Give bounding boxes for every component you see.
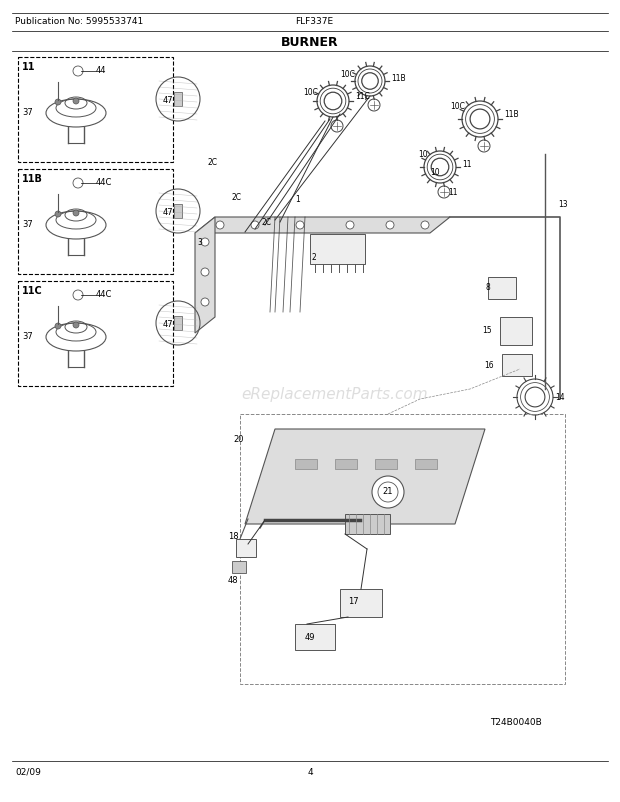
Text: 11: 11 xyxy=(22,62,35,72)
Bar xyxy=(502,354,532,376)
Text: FLF337E: FLF337E xyxy=(295,17,333,26)
Bar xyxy=(340,589,382,618)
Text: 44: 44 xyxy=(96,66,107,75)
Text: 47: 47 xyxy=(163,208,174,217)
Text: 2C: 2C xyxy=(207,158,217,167)
Bar xyxy=(375,460,397,469)
Circle shape xyxy=(346,221,354,229)
Text: 8: 8 xyxy=(485,282,490,292)
Text: 11C: 11C xyxy=(22,286,43,296)
Text: 2C: 2C xyxy=(232,192,242,202)
Bar xyxy=(236,539,256,557)
Text: Publication No: 5995533741: Publication No: 5995533741 xyxy=(15,17,143,26)
Circle shape xyxy=(386,221,394,229)
Text: 1: 1 xyxy=(295,195,299,204)
Text: 47: 47 xyxy=(163,320,174,329)
Circle shape xyxy=(73,211,79,217)
Text: eReplacementParts.com: eReplacementParts.com xyxy=(242,387,428,402)
Text: 47: 47 xyxy=(163,96,174,105)
Text: 21: 21 xyxy=(382,486,392,496)
Circle shape xyxy=(201,269,209,277)
Text: 10: 10 xyxy=(418,150,428,159)
Text: 11B: 11B xyxy=(391,74,405,83)
Bar xyxy=(240,415,565,684)
Text: 20: 20 xyxy=(233,435,244,444)
Text: 14: 14 xyxy=(555,392,565,402)
Text: 10C: 10C xyxy=(303,88,318,97)
Polygon shape xyxy=(195,217,215,334)
Text: 44C: 44C xyxy=(96,178,112,187)
Text: BURNER: BURNER xyxy=(281,36,339,49)
Text: 16: 16 xyxy=(484,361,494,370)
Text: 37: 37 xyxy=(22,331,33,341)
Polygon shape xyxy=(195,217,450,233)
Bar xyxy=(335,460,357,469)
Text: 18: 18 xyxy=(228,532,239,541)
Bar xyxy=(488,277,516,300)
Bar xyxy=(18,170,173,274)
Text: 3: 3 xyxy=(197,237,202,247)
Text: 48: 48 xyxy=(228,575,239,585)
Circle shape xyxy=(216,221,224,229)
Circle shape xyxy=(201,239,209,247)
Text: 37: 37 xyxy=(22,220,33,229)
Bar xyxy=(174,317,182,330)
Polygon shape xyxy=(245,429,485,525)
Text: 4: 4 xyxy=(307,767,313,776)
Bar xyxy=(18,282,173,387)
Bar xyxy=(295,460,317,469)
Circle shape xyxy=(55,323,61,330)
Text: 11: 11 xyxy=(448,188,458,196)
Circle shape xyxy=(372,476,404,508)
Text: 10: 10 xyxy=(430,168,440,176)
Text: 44C: 44C xyxy=(96,290,112,298)
Bar xyxy=(345,514,390,534)
Circle shape xyxy=(73,322,79,329)
Bar xyxy=(500,318,532,346)
Text: 49: 49 xyxy=(305,632,316,642)
Bar xyxy=(232,561,246,573)
Text: 37: 37 xyxy=(22,107,33,117)
Circle shape xyxy=(73,99,79,105)
Circle shape xyxy=(251,221,259,229)
Circle shape xyxy=(421,221,429,229)
Text: 11: 11 xyxy=(462,160,471,168)
Text: 15: 15 xyxy=(482,326,492,334)
Text: 2C: 2C xyxy=(262,217,272,227)
Text: 10C: 10C xyxy=(340,70,355,79)
Circle shape xyxy=(55,100,61,106)
Text: 11C: 11C xyxy=(355,92,370,101)
Text: 2: 2 xyxy=(312,253,317,261)
Text: 02/09: 02/09 xyxy=(15,767,41,776)
Circle shape xyxy=(296,221,304,229)
Bar xyxy=(174,93,182,107)
Text: 17: 17 xyxy=(348,596,358,606)
Bar xyxy=(415,460,437,469)
Text: 11B: 11B xyxy=(22,174,43,184)
Circle shape xyxy=(55,212,61,217)
Text: 10C: 10C xyxy=(450,102,465,111)
Bar xyxy=(295,624,335,650)
Text: T24B0040B: T24B0040B xyxy=(490,717,542,726)
Bar xyxy=(18,58,173,163)
Text: 11B: 11B xyxy=(504,110,518,119)
Circle shape xyxy=(201,298,209,306)
Bar xyxy=(310,235,365,265)
Text: 13: 13 xyxy=(558,200,568,209)
Bar xyxy=(174,205,182,219)
